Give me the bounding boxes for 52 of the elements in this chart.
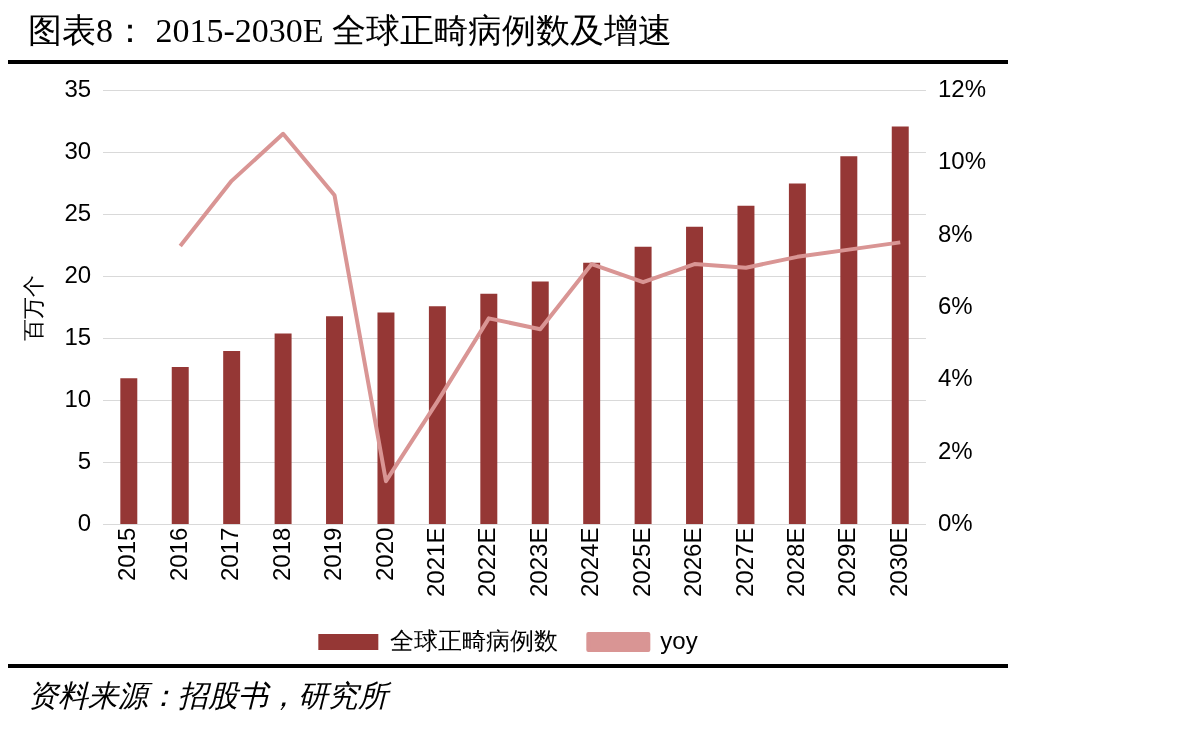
bar <box>583 262 601 525</box>
bar <box>788 183 806 525</box>
bar <box>686 226 704 525</box>
bar <box>120 378 138 525</box>
y2-tick-label: 10% <box>937 147 987 175</box>
bar <box>377 312 395 525</box>
x-tick-label: 2021E <box>422 527 450 598</box>
bar <box>634 246 652 525</box>
x-tick-label: 2028E <box>782 527 810 598</box>
x-tick-label: 2023E <box>524 527 552 598</box>
bar <box>326 316 344 525</box>
y2-tick-label: 12% <box>937 75 987 103</box>
text: 资料来源：招股书，研究所 <box>27 678 393 714</box>
x-tick-label: 2016 <box>164 527 192 581</box>
y-tick-label: 25 <box>64 199 92 227</box>
legend-label: 全球正畸病例数 <box>390 626 559 654</box>
x-tick-label: 2025E <box>627 527 655 598</box>
y2-tick-label: 4% <box>937 364 973 392</box>
y-tick-label: 0 <box>77 509 92 537</box>
bar <box>840 156 858 525</box>
x-tick-label: 2030E <box>884 527 912 598</box>
bar <box>737 205 755 525</box>
chart-title: 图表8： 2015-2030E 全球正畸病例数及增速 <box>8 8 1008 64</box>
bar <box>223 350 241 525</box>
bar <box>480 293 498 525</box>
bar <box>274 333 292 525</box>
x-tick-label: 2017 <box>216 527 244 581</box>
bar <box>531 281 549 525</box>
y2-tick-label: 6% <box>937 292 973 320</box>
x-tick-label: 2022E <box>473 527 501 598</box>
x-tick-label: 2018 <box>267 527 295 581</box>
y2-tick-label: 8% <box>937 219 973 247</box>
y2-tick-label: 0% <box>937 509 973 537</box>
y-axis-title: 百万个 <box>21 274 47 341</box>
x-tick-label: 2026E <box>679 527 707 598</box>
bar <box>891 126 909 525</box>
x-tick-label: 2029E <box>833 527 861 598</box>
legend-label: yoy <box>660 626 698 654</box>
y-tick-label: 5 <box>77 447 92 475</box>
y-tick-label: 10 <box>64 385 92 413</box>
x-tick-label: 2020 <box>370 527 398 581</box>
y2-tick-label: 2% <box>937 436 973 464</box>
y-tick-label: 15 <box>64 323 92 351</box>
bar <box>428 306 446 525</box>
y-tick-label: 35 <box>64 75 92 103</box>
y-tick-label: 20 <box>64 261 92 289</box>
y-tick-label: 30 <box>64 137 92 165</box>
x-tick-label: 2015 <box>113 527 141 581</box>
x-tick-label: 2019 <box>319 527 347 581</box>
x-tick-label: 2027E <box>730 527 758 598</box>
bar <box>171 367 189 525</box>
x-tick-label: 2024E <box>576 527 604 598</box>
